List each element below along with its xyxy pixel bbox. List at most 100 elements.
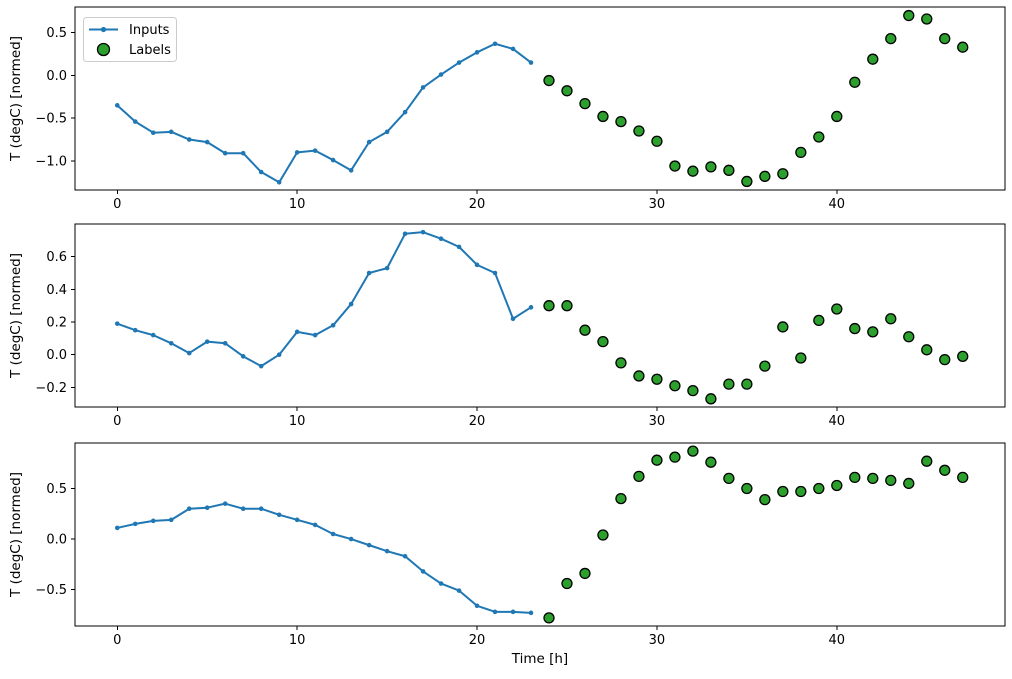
y-tick-label: 0.6 (46, 250, 67, 265)
labels-point (615, 115, 627, 128)
labels-point (831, 110, 843, 123)
labels-point (903, 9, 915, 22)
inputs-marker (366, 270, 372, 276)
labels-point (579, 97, 591, 110)
y-tick-label: 0.4 (46, 283, 67, 298)
inputs-marker (114, 321, 120, 326)
x-tick-label: 30 (649, 197, 666, 212)
labels-point (759, 170, 771, 182)
y-axis-label: T (degC) [normed] (8, 253, 24, 379)
x-tick-label: 10 (289, 197, 306, 212)
labels-point (849, 76, 861, 88)
x-tick-label: 20 (469, 414, 486, 429)
labels-point (867, 326, 879, 338)
x-axis-label: Time [h] (511, 651, 568, 667)
inputs-line (116, 231, 533, 368)
labels-point (903, 331, 915, 343)
inputs-marker (294, 517, 300, 523)
inputs-marker (510, 316, 516, 322)
inputs-marker (456, 588, 462, 593)
labels-point (561, 577, 573, 590)
inputs-marker (528, 305, 534, 310)
inputs-marker (528, 60, 534, 65)
data-marks (114, 229, 969, 405)
labels-point (885, 313, 897, 325)
labels-point (723, 164, 735, 176)
labels-point (849, 471, 861, 484)
labels-point (579, 324, 591, 336)
inputs-marker (114, 103, 120, 108)
labels-point (615, 492, 627, 505)
labels-point (849, 322, 861, 335)
labels-point (831, 303, 843, 315)
labels-point (777, 168, 789, 180)
x-tick-label: 30 (649, 633, 666, 648)
y-tick-label: 0.0 (46, 533, 67, 548)
y-axis-label: T (degC) [normed] (8, 36, 24, 162)
inputs-marker (204, 505, 210, 511)
labels-point (687, 445, 699, 457)
legend-inputs-label: Inputs (129, 23, 170, 38)
y-tick-label: 0.0 (46, 69, 67, 84)
labels-point (795, 352, 807, 364)
inputs-marker (474, 50, 480, 55)
inputs-marker (150, 130, 156, 136)
inputs-marker (348, 536, 354, 542)
labels-point (561, 85, 573, 97)
inputs-marker (330, 323, 336, 328)
y-axis-label: T (degC) [normed] (8, 472, 24, 598)
labels-point (885, 474, 897, 487)
labels-point (543, 612, 555, 624)
inputs-marker (204, 339, 210, 344)
x-tick-label: 20 (469, 633, 486, 648)
inputs-marker (402, 109, 408, 115)
inputs-marker (186, 506, 192, 512)
inputs-marker (276, 180, 282, 185)
labels-point (921, 13, 933, 25)
labels-point (939, 32, 951, 45)
labels-point (831, 479, 843, 492)
inputs-marker (222, 340, 228, 346)
inputs-marker (420, 229, 426, 235)
x-tick-label: 0 (113, 633, 121, 648)
labels-point (759, 360, 771, 372)
inputs-marker (240, 506, 246, 512)
inputs-marker (492, 270, 498, 276)
labels-point (939, 353, 951, 366)
inputs-marker (492, 41, 498, 47)
labels-point (687, 165, 699, 177)
inputs-marker (420, 569, 426, 574)
inputs-marker (420, 85, 426, 90)
subplot-1: 0 10 20 30 40 0.5 0.0 −0.5 −1.0 T (degC) [normed]… (8, 6, 1006, 212)
inputs-marker (474, 262, 480, 268)
labels-point (687, 385, 699, 397)
inputs-marker (348, 301, 354, 307)
x-tick-label: 0 (113, 197, 121, 212)
inputs-marker (168, 129, 174, 135)
inputs-marker (366, 139, 372, 145)
labels-point (597, 335, 609, 348)
labels-point (957, 350, 969, 362)
inputs-marker (258, 169, 264, 175)
inputs-marker (528, 610, 534, 616)
inputs-marker (438, 72, 444, 77)
inputs-marker (294, 329, 300, 335)
inputs-marker (186, 137, 192, 142)
inputs-marker (258, 506, 264, 512)
inputs-marker (474, 603, 480, 609)
x-tick-label: 40 (829, 414, 846, 429)
labels-point (633, 370, 645, 382)
y-tick-label: −0.5 (35, 112, 67, 127)
labels-point (813, 314, 825, 327)
inputs-marker (222, 501, 228, 506)
labels-point (705, 456, 717, 468)
inputs-line (116, 42, 533, 184)
labels-point (597, 529, 609, 541)
inputs-marker (276, 512, 282, 518)
inputs-marker (384, 129, 390, 135)
labels-point (597, 110, 609, 123)
inputs-marker (384, 265, 390, 271)
labels-point (813, 131, 825, 143)
